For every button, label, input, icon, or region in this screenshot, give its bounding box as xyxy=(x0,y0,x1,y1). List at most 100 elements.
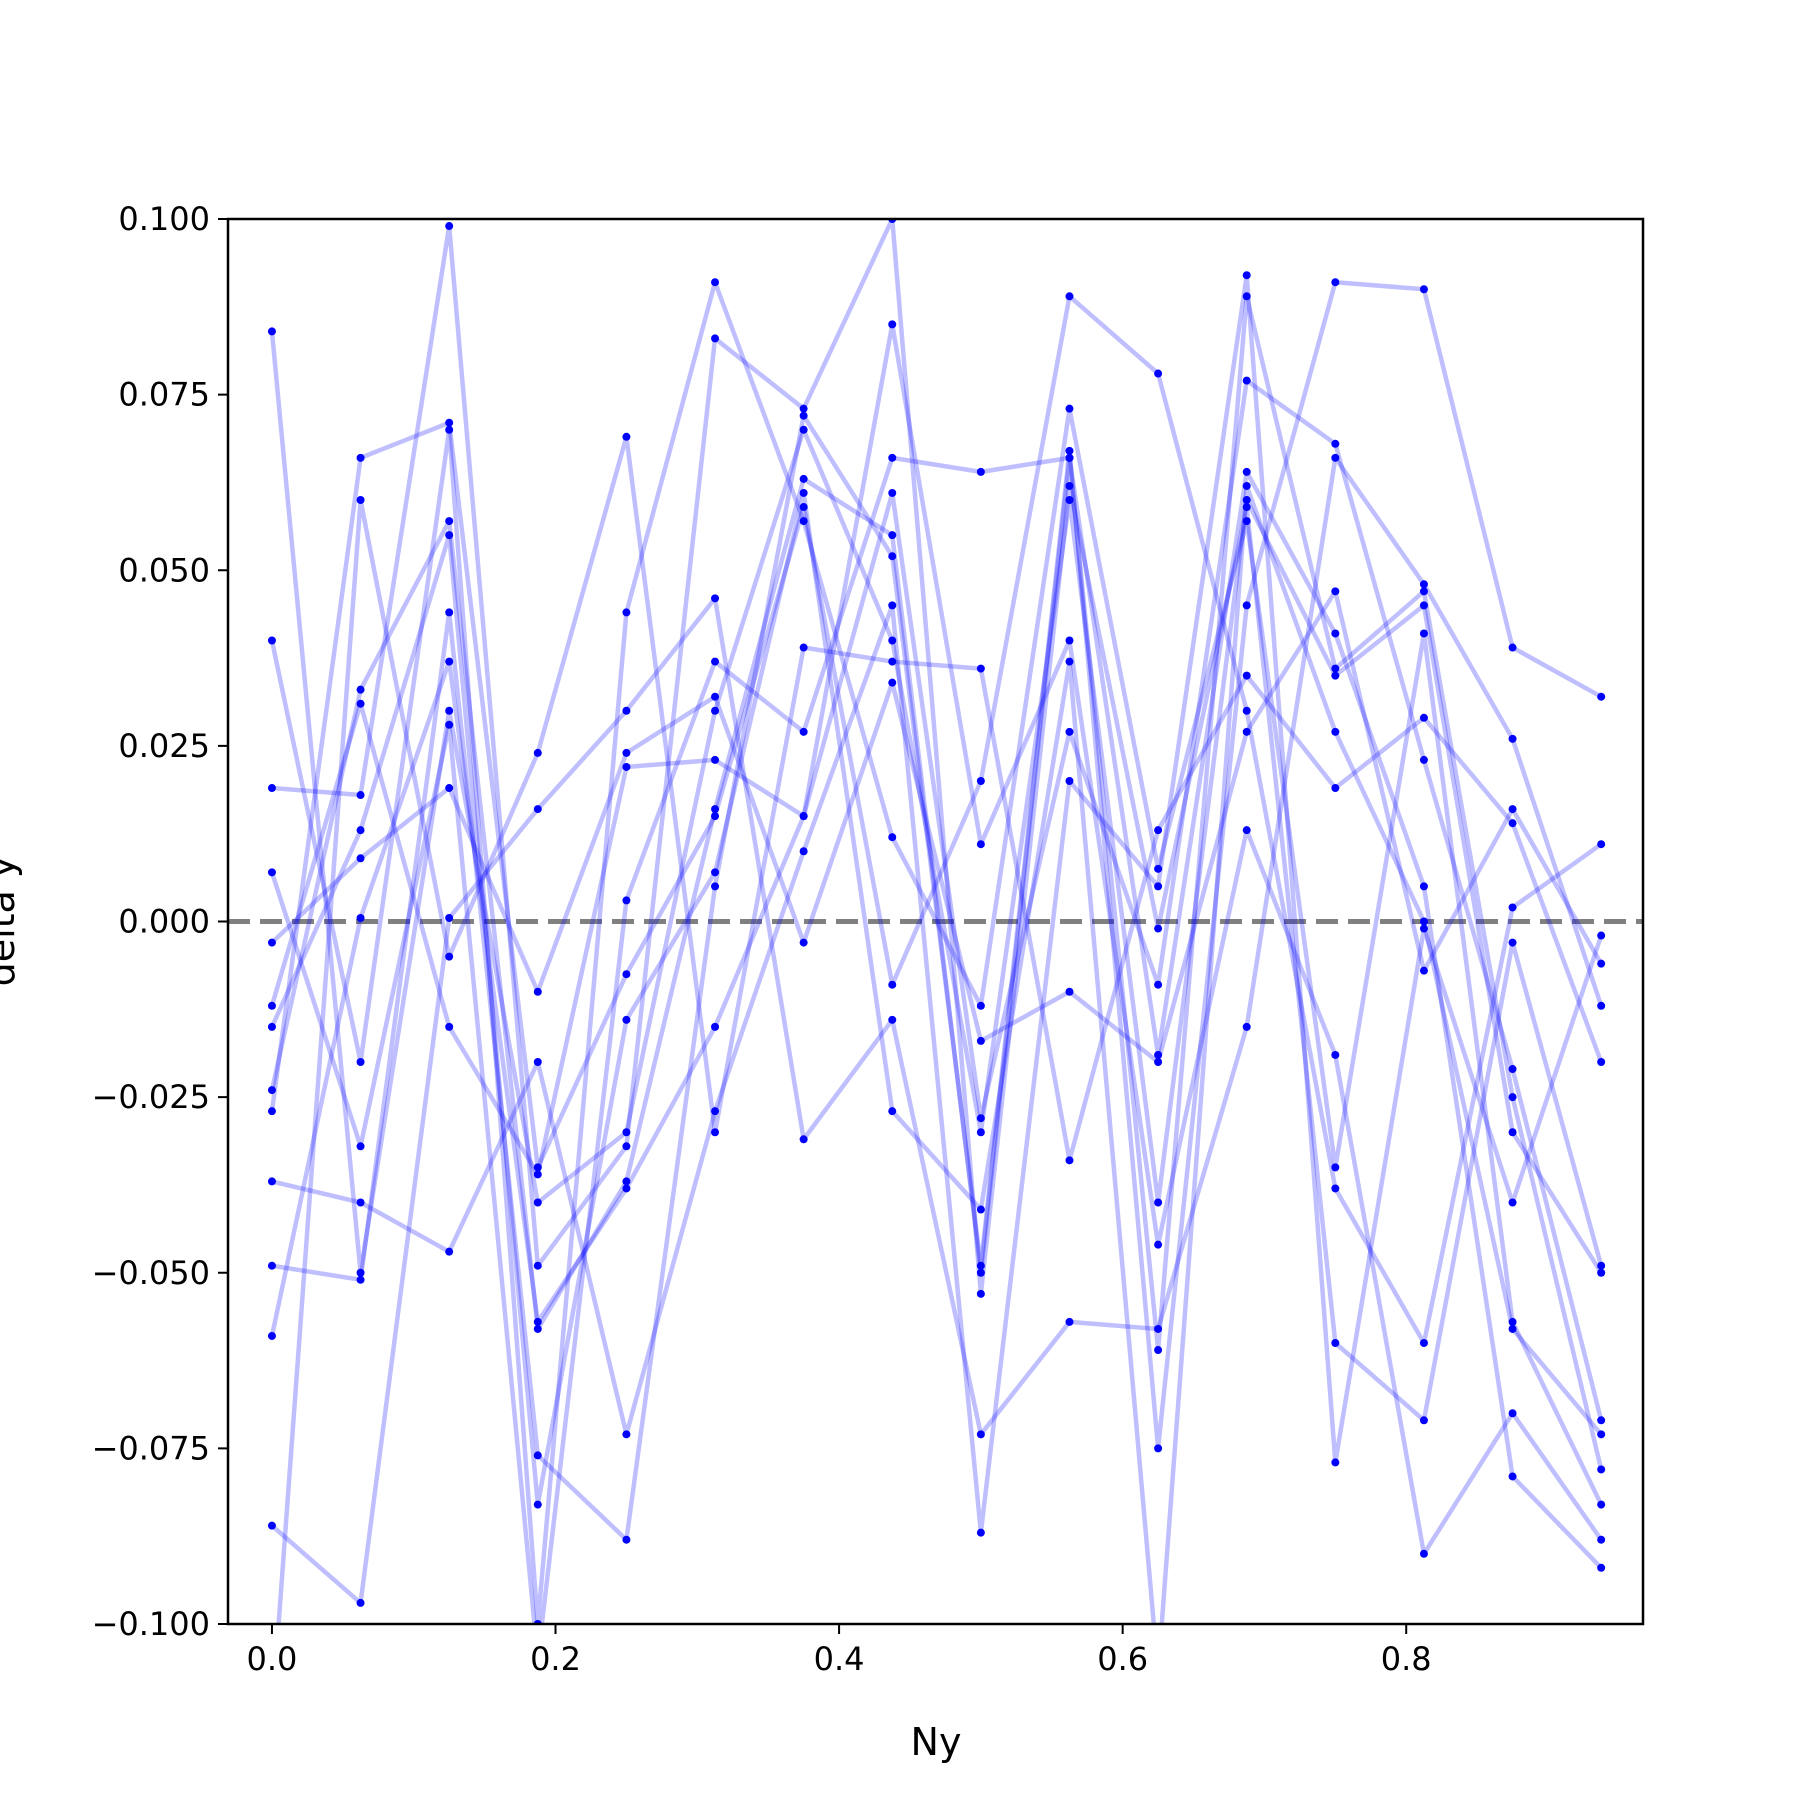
data-point xyxy=(1065,446,1074,455)
data-point xyxy=(888,488,897,497)
data-point xyxy=(1154,882,1163,891)
data-point xyxy=(1508,805,1517,814)
data-point xyxy=(799,488,808,497)
data-point xyxy=(622,1184,631,1193)
data-point xyxy=(1419,1549,1428,1558)
data-point xyxy=(1065,481,1074,490)
data-point xyxy=(533,805,542,814)
y-axis-label: delta y xyxy=(0,856,23,987)
data-point xyxy=(1597,1563,1606,1572)
data-point xyxy=(1242,727,1251,736)
y-tick-label: −0.075 xyxy=(92,1429,210,1467)
data-point xyxy=(1065,636,1074,645)
data-point xyxy=(1597,692,1606,701)
data-point xyxy=(799,404,808,413)
data-point xyxy=(1065,496,1074,504)
data-point xyxy=(711,692,720,701)
data-point xyxy=(1508,1198,1517,1207)
data-point xyxy=(1331,727,1340,736)
data-point xyxy=(711,278,720,287)
data-point xyxy=(1065,777,1074,785)
data-point xyxy=(533,1317,542,1326)
data-point xyxy=(267,1022,276,1031)
data-point xyxy=(1508,734,1517,743)
data-point xyxy=(888,320,897,329)
data-point xyxy=(445,1022,454,1031)
y-tick-label: −0.050 xyxy=(92,1254,210,1292)
y-tick-label: −0.100 xyxy=(92,1605,210,1643)
data-point xyxy=(533,1170,542,1179)
data-point xyxy=(1419,1339,1428,1347)
data-point xyxy=(888,636,897,645)
data-point xyxy=(1331,1050,1340,1059)
data-point xyxy=(267,1086,276,1095)
data-point xyxy=(1154,1444,1163,1453)
data-point xyxy=(799,411,808,420)
data-point xyxy=(356,496,365,504)
data-point xyxy=(445,706,454,715)
data-point xyxy=(533,1058,542,1066)
data-point xyxy=(888,657,897,666)
series-line xyxy=(269,331,1604,1275)
data-point xyxy=(1065,404,1074,413)
data-point xyxy=(445,952,454,961)
data-point xyxy=(445,784,454,793)
data-point xyxy=(267,327,276,336)
data-point xyxy=(1331,1184,1340,1193)
data-point xyxy=(1508,903,1517,912)
data-point xyxy=(888,1107,897,1116)
data-point xyxy=(799,938,808,947)
data-point xyxy=(1154,1058,1163,1066)
data-point xyxy=(1154,1198,1163,1207)
data-point xyxy=(445,418,454,427)
data-point xyxy=(888,1015,897,1024)
data-point xyxy=(1331,587,1340,596)
data-point xyxy=(267,1001,276,1010)
data-point xyxy=(622,1535,631,1544)
series-line xyxy=(271,272,1604,1535)
data-point xyxy=(1508,1472,1517,1481)
y-tick-label: 0.100 xyxy=(118,200,210,238)
data-point xyxy=(1508,1317,1517,1326)
data-point xyxy=(1419,601,1428,610)
data-point xyxy=(445,608,454,617)
x-tick-label: 0.8 xyxy=(1381,1640,1432,1678)
data-point xyxy=(1065,1156,1074,1165)
data-point xyxy=(976,1036,985,1045)
data-point xyxy=(976,1430,985,1439)
data-point xyxy=(1419,629,1428,638)
data-point xyxy=(1065,453,1074,462)
y-tick-label: 0.000 xyxy=(118,903,210,941)
series-line xyxy=(276,434,1604,1624)
data-point xyxy=(1597,840,1606,849)
data-point xyxy=(267,868,276,877)
series-line xyxy=(270,455,1604,1606)
data-point xyxy=(1154,826,1163,835)
data-point xyxy=(1154,369,1163,378)
data-point xyxy=(533,1163,542,1172)
x-axis-label: Ny xyxy=(911,1720,962,1764)
data-point xyxy=(1065,292,1074,301)
data-point xyxy=(1154,1240,1163,1249)
data-point xyxy=(356,791,365,800)
data-point xyxy=(1597,1430,1606,1439)
data-point xyxy=(622,432,631,441)
data-point xyxy=(976,1114,985,1123)
data-point xyxy=(1597,959,1606,968)
data-point xyxy=(356,453,365,462)
data-point xyxy=(1154,980,1163,989)
data-point xyxy=(711,706,720,715)
data-point xyxy=(1508,819,1517,828)
data-point xyxy=(1065,657,1074,666)
data-point xyxy=(799,727,808,736)
data-point xyxy=(888,453,897,462)
y-tick-label: 0.025 xyxy=(118,727,210,765)
data-point xyxy=(1508,1128,1517,1137)
data-point xyxy=(533,748,542,757)
data-point xyxy=(1419,882,1428,891)
data-point xyxy=(1597,1001,1606,1010)
data-point xyxy=(267,938,276,947)
data-point xyxy=(1597,1416,1606,1425)
data-point xyxy=(976,1128,985,1137)
